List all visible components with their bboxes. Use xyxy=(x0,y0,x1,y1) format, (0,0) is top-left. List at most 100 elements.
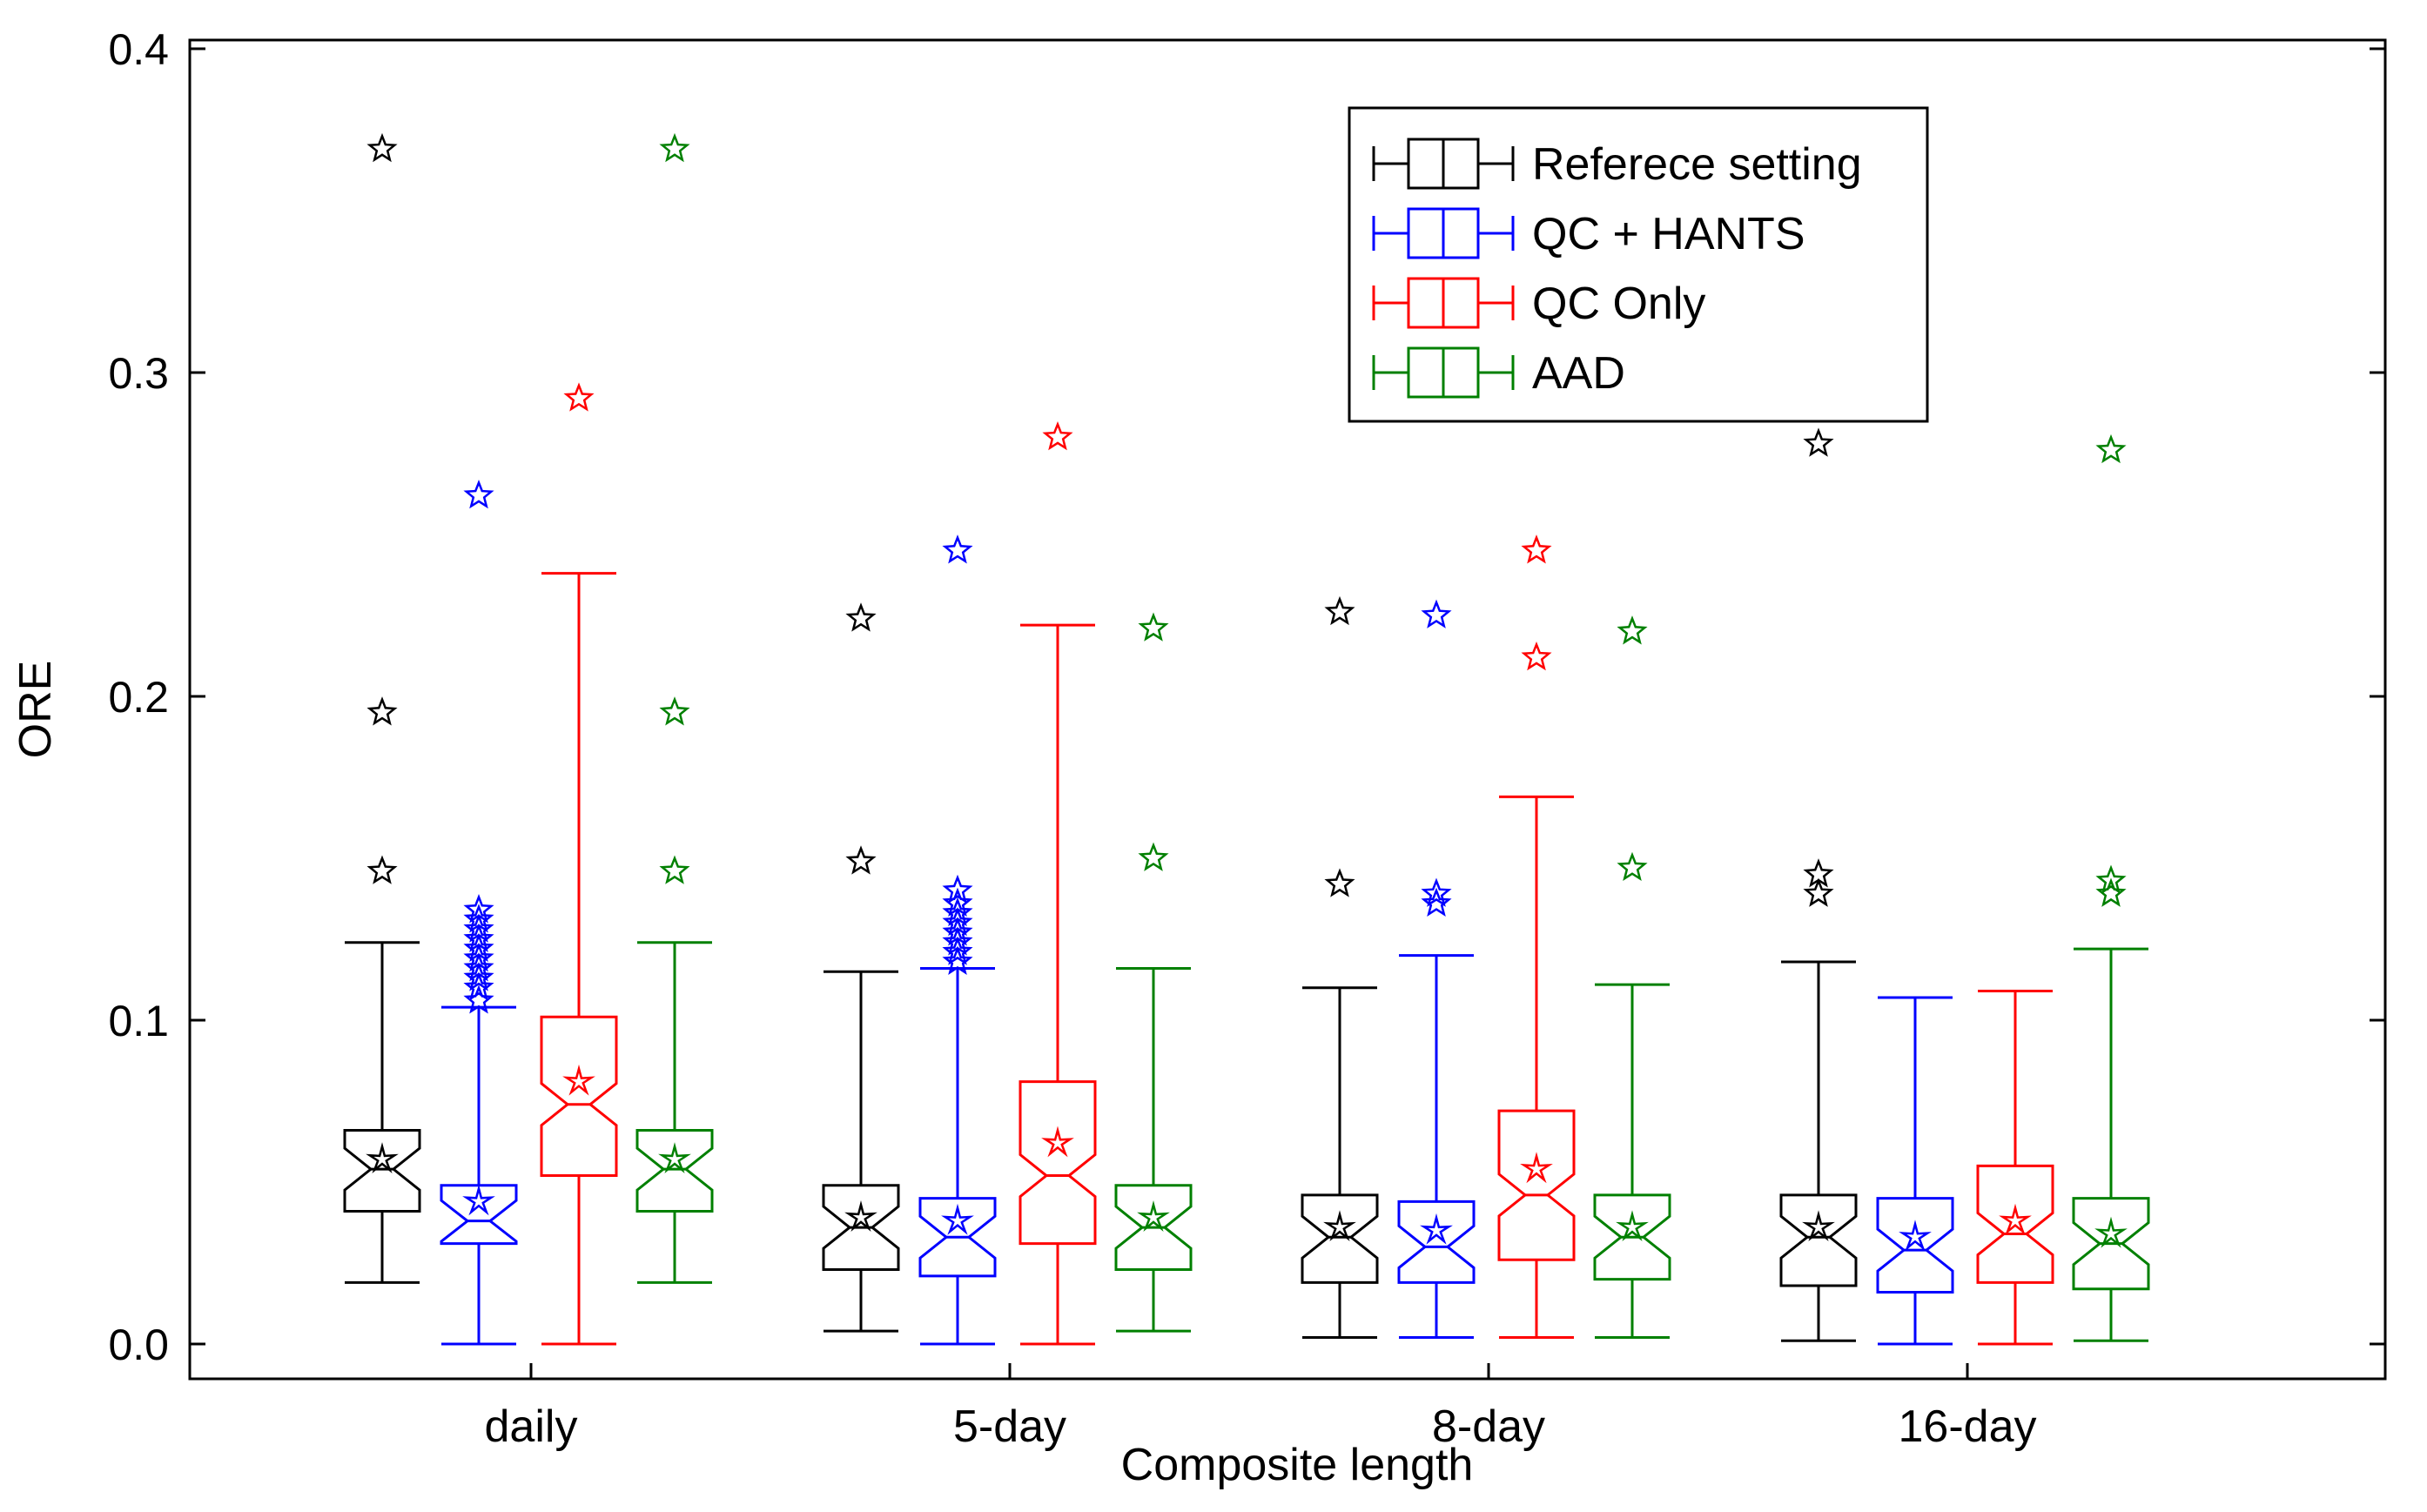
y-tick-label: 0.0 xyxy=(108,1320,169,1369)
outlier-marker xyxy=(1138,842,1169,871)
outlier-marker xyxy=(1617,851,1648,882)
outlier-marker xyxy=(942,936,973,965)
box-body xyxy=(1301,1193,1379,1284)
outlier-marker xyxy=(659,696,690,726)
outlier-marker xyxy=(942,906,973,937)
outlier-marker xyxy=(1803,858,1834,888)
x-axis-label: Composite length xyxy=(1121,1440,1474,1490)
outlier-marker xyxy=(2095,433,2127,464)
box-1-3 xyxy=(1876,996,1954,1346)
box-2-0 xyxy=(540,382,618,1346)
box-body xyxy=(440,1184,518,1246)
box-body xyxy=(1876,1197,1954,1294)
outlier-marker xyxy=(942,897,973,927)
outlier-marker xyxy=(942,917,973,946)
box-2-1 xyxy=(1019,420,1097,1346)
outlier-marker xyxy=(366,855,398,884)
y-axis-label: ORE xyxy=(10,661,61,759)
axes-layer: 0.0 0.1 0.2 0.3 0.4 daily 5-day 8-day 16-day xyxy=(108,25,2385,1452)
outlier-marker xyxy=(463,942,494,972)
legend-label: QC + HANTS xyxy=(1532,209,1805,259)
outlier-marker xyxy=(366,132,398,163)
outlier-marker xyxy=(1421,887,1452,917)
outlier-marker xyxy=(1521,641,1552,671)
mean-marker xyxy=(2094,1216,2128,1248)
outlier-marker xyxy=(659,132,690,163)
box-3-1 xyxy=(1114,612,1193,1333)
mean-marker xyxy=(1616,1210,1649,1242)
outlier-marker xyxy=(1803,877,1834,907)
box-body xyxy=(540,1015,618,1178)
outlier-marker xyxy=(463,971,494,1001)
outlier-marker xyxy=(1803,427,1834,457)
box-0-2 xyxy=(1301,595,1379,1340)
outlier-marker xyxy=(463,962,494,991)
legend-label: Referece setting xyxy=(1532,139,1862,190)
box-3-2 xyxy=(1593,615,1671,1340)
boxes-layer xyxy=(343,132,2150,1346)
mean-marker xyxy=(658,1142,691,1173)
outlier-marker xyxy=(1324,868,1355,897)
mean-marker xyxy=(941,1203,974,1235)
outlier-marker xyxy=(942,874,973,904)
box-3-0 xyxy=(635,132,714,1284)
legend-label: AAD xyxy=(1532,348,1625,399)
box-0-3 xyxy=(1779,427,1858,1342)
legend-entry-0: Referece setting xyxy=(1372,138,1862,190)
mean-marker xyxy=(1041,1126,1074,1158)
outlier-marker xyxy=(463,913,494,943)
outlier-marker xyxy=(942,926,973,956)
box-body xyxy=(1497,1109,1576,1261)
outlier-marker xyxy=(845,602,877,632)
outlier-marker xyxy=(659,855,690,884)
mean-marker xyxy=(562,1064,595,1096)
box-body xyxy=(1779,1193,1858,1287)
legend: Referece setting QC + HANTS QC Only AAD xyxy=(1348,106,1929,423)
y-tick-label: 0.1 xyxy=(108,997,169,1045)
mean-marker xyxy=(1899,1220,1932,1252)
box-body xyxy=(635,1128,714,1213)
mean-marker xyxy=(1802,1210,1835,1242)
legend-entry-2: QC Only xyxy=(1372,277,1705,329)
outlier-marker xyxy=(463,904,494,933)
y-tick-label: 0.4 xyxy=(108,25,169,74)
y-tick-label: 0.2 xyxy=(108,673,169,722)
outlier-marker xyxy=(1421,877,1452,907)
box-body xyxy=(343,1128,421,1213)
outlier-marker xyxy=(463,952,494,982)
mean-marker xyxy=(366,1142,399,1173)
outlier-marker xyxy=(942,887,973,917)
outlier-marker xyxy=(463,984,494,1014)
box-3-3 xyxy=(2072,433,2150,1342)
x-tick-label: daily xyxy=(485,1401,578,1452)
outlier-marker xyxy=(1421,599,1452,628)
mean-marker xyxy=(1420,1213,1453,1245)
box-0-0 xyxy=(343,132,421,1284)
outlier-marker xyxy=(1138,612,1169,642)
x-tick-label: 5-day xyxy=(953,1401,1066,1452)
legend-entry-3: AAD xyxy=(1372,346,1625,399)
outlier-marker xyxy=(942,534,973,564)
outlier-marker xyxy=(1324,595,1355,626)
outlier-marker xyxy=(845,845,877,875)
outlier-marker xyxy=(463,932,494,963)
outlier-marker xyxy=(942,945,973,975)
outlier-marker xyxy=(2095,864,2127,894)
box-2-2 xyxy=(1497,534,1576,1340)
outlier-marker xyxy=(463,894,494,924)
mean-marker xyxy=(1520,1152,1553,1184)
mean-marker xyxy=(1137,1200,1170,1233)
plot-frame xyxy=(188,38,2387,1381)
outlier-marker xyxy=(463,479,494,509)
outlier-marker xyxy=(2095,877,2127,907)
x-tick-label: 16-day xyxy=(1899,1401,2037,1452)
box-2-3 xyxy=(1976,990,2054,1346)
box-1-1 xyxy=(918,534,997,1346)
mean-marker xyxy=(462,1184,495,1216)
outlier-marker xyxy=(563,382,595,412)
box-body xyxy=(1397,1200,1476,1284)
box-1-0 xyxy=(440,479,518,1346)
outlier-marker xyxy=(463,923,494,952)
